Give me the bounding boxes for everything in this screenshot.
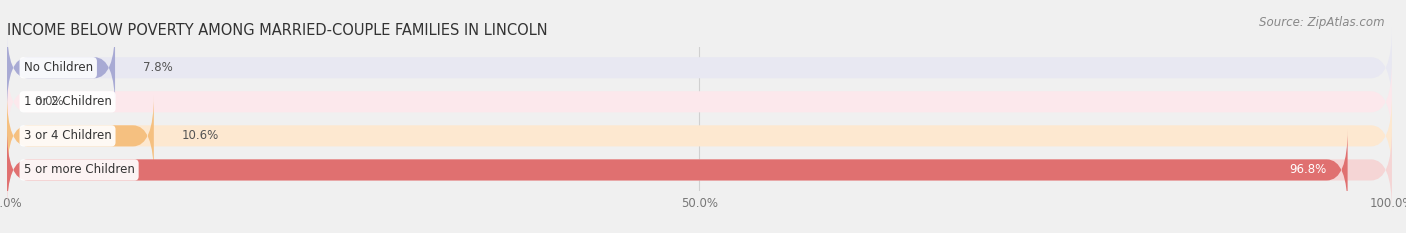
FancyBboxPatch shape: [7, 95, 1392, 176]
Text: No Children: No Children: [24, 61, 93, 74]
FancyBboxPatch shape: [7, 27, 1392, 108]
Text: 7.8%: 7.8%: [143, 61, 173, 74]
Text: 1 or 2 Children: 1 or 2 Children: [24, 95, 111, 108]
FancyBboxPatch shape: [7, 27, 115, 108]
Text: 5 or more Children: 5 or more Children: [24, 163, 135, 176]
Text: 0.0%: 0.0%: [35, 95, 65, 108]
Text: Source: ZipAtlas.com: Source: ZipAtlas.com: [1260, 16, 1385, 29]
FancyBboxPatch shape: [7, 129, 1392, 210]
FancyBboxPatch shape: [7, 61, 1392, 142]
FancyBboxPatch shape: [7, 129, 1347, 210]
Text: 96.8%: 96.8%: [1289, 163, 1327, 176]
Text: INCOME BELOW POVERTY AMONG MARRIED-COUPLE FAMILIES IN LINCOLN: INCOME BELOW POVERTY AMONG MARRIED-COUPL…: [7, 24, 548, 38]
Text: 3 or 4 Children: 3 or 4 Children: [24, 129, 111, 142]
Text: 10.6%: 10.6%: [181, 129, 219, 142]
FancyBboxPatch shape: [7, 95, 153, 176]
